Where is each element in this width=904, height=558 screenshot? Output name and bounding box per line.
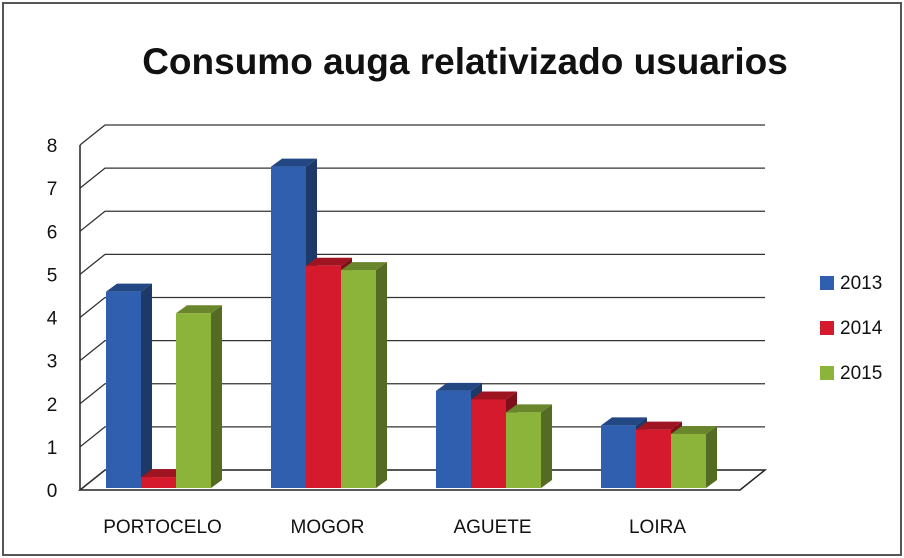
- legend-label: 2013: [840, 273, 882, 294]
- bar-side: [211, 305, 222, 488]
- bar-side: [706, 425, 717, 488]
- bar: [506, 404, 552, 488]
- bar-top: [601, 417, 647, 426]
- bar: [341, 262, 387, 488]
- bar-front: [176, 313, 211, 488]
- y-tick-label: 4: [47, 309, 58, 330]
- bar-top: [471, 391, 517, 400]
- bar-front: [601, 425, 636, 488]
- bar-top: [306, 257, 352, 266]
- x-tick-label: MOGOR: [291, 517, 365, 538]
- bar-front: [636, 429, 671, 488]
- y-tick-label: 3: [47, 352, 58, 373]
- bar-side: [141, 283, 152, 488]
- legend-label: 2014: [840, 318, 883, 339]
- bar-front: [436, 390, 471, 488]
- grid-line: [79, 339, 765, 362]
- bar-front: [341, 270, 376, 488]
- y-tick-label: 2: [47, 395, 58, 416]
- x-tick-label: PORTOCELO: [103, 517, 222, 538]
- bar: [106, 283, 152, 488]
- bar-front: [471, 399, 506, 488]
- grid-line: [79, 167, 765, 189]
- legend-label: 2015: [840, 363, 882, 384]
- grid-line: [79, 124, 765, 146]
- bar-top: [141, 469, 187, 478]
- legend-swatch: [820, 366, 834, 380]
- bar-front: [271, 166, 306, 488]
- bar-front: [141, 477, 176, 488]
- chart-title: Consumo auga relativizado usuarios: [142, 41, 788, 82]
- grid-line: [79, 210, 765, 232]
- x-tick-label: LOIRA: [629, 517, 686, 538]
- y-tick-label: 0: [47, 481, 58, 502]
- bar: [671, 425, 717, 488]
- y-tick-label: 6: [47, 222, 58, 243]
- bar-top: [671, 425, 717, 434]
- x-tick-label: AGUETE: [453, 517, 531, 538]
- legend-swatch: [820, 321, 834, 335]
- bar-front: [671, 433, 706, 488]
- grid-line: [79, 253, 765, 275]
- bar-top: [106, 283, 152, 292]
- y-tick-label: 5: [47, 265, 58, 286]
- y-tick-label: 1: [47, 438, 58, 459]
- y-tick-label: 7: [47, 179, 58, 200]
- legend-swatch: [820, 276, 834, 290]
- bar-top: [436, 382, 482, 391]
- bar-side: [541, 404, 552, 488]
- grid-line: [79, 383, 765, 405]
- bar-front: [306, 265, 341, 488]
- bar-top: [271, 158, 317, 167]
- grid-line: [79, 296, 765, 319]
- bar: [176, 305, 222, 488]
- y-tick-label: 8: [47, 136, 58, 157]
- bar-top: [636, 421, 682, 430]
- bar-top: [176, 305, 222, 314]
- bar-front: [506, 412, 541, 488]
- bar-top: [341, 262, 387, 271]
- bar-top: [506, 404, 552, 413]
- bar-side: [376, 262, 387, 488]
- bar-front: [106, 291, 141, 488]
